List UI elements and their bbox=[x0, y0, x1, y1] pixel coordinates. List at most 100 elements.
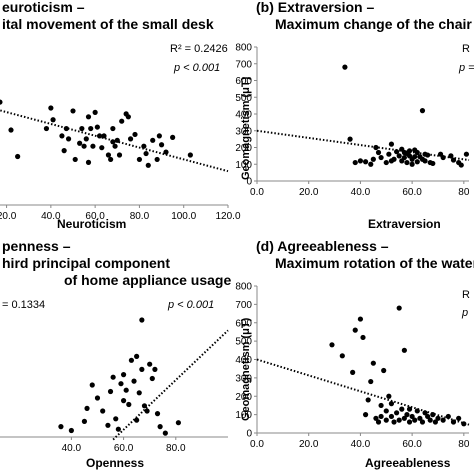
data-point bbox=[404, 412, 410, 418]
data-point bbox=[112, 143, 118, 149]
data-point bbox=[81, 143, 87, 149]
data-point bbox=[145, 162, 151, 168]
y-tick-label: 300 bbox=[235, 373, 252, 384]
y-tick-label: 800 bbox=[235, 282, 252, 293]
data-point bbox=[388, 141, 395, 147]
data-point bbox=[85, 114, 92, 120]
data-point bbox=[401, 347, 407, 353]
data-point bbox=[136, 156, 143, 163]
data-point bbox=[401, 154, 407, 161]
chart-title-line2: Maximum change of the chair bbox=[275, 16, 472, 32]
data-point bbox=[70, 108, 76, 114]
x-tick-label: 60.0 bbox=[85, 211, 105, 222]
data-point bbox=[119, 118, 125, 124]
data-point bbox=[58, 424, 64, 430]
data-point bbox=[131, 378, 137, 384]
plot-area-a: 20.0 40.0 60.0 80.0 100.0 120.0 bbox=[0, 99, 241, 222]
data-point bbox=[414, 408, 420, 414]
data-point bbox=[399, 406, 405, 412]
y-tick-label: 800 bbox=[235, 43, 252, 54]
data-point bbox=[394, 149, 400, 155]
y-tick-label: 100 bbox=[235, 160, 252, 171]
data-point bbox=[391, 156, 397, 162]
data-point bbox=[139, 317, 145, 323]
data-point bbox=[391, 419, 397, 425]
data-point bbox=[357, 316, 364, 322]
plot-area-d: 0.0 20.0 40.0 60.0 8001002003004005006007008… bbox=[235, 282, 470, 451]
x-tick-label: 60.0 bbox=[402, 187, 422, 198]
data-point bbox=[450, 419, 457, 425]
y-tick-label: 700 bbox=[235, 59, 252, 70]
data-point bbox=[132, 131, 138, 138]
chart-panel-c: penness – hird principal component of ho… bbox=[0, 237, 237, 474]
data-point bbox=[394, 410, 400, 416]
trend-line bbox=[112, 329, 229, 441]
data-point bbox=[72, 156, 78, 163]
data-point bbox=[134, 417, 140, 423]
data-point bbox=[360, 334, 366, 341]
data-point bbox=[329, 342, 335, 348]
data-point bbox=[430, 160, 436, 167]
p-value-label: p bbox=[462, 307, 469, 319]
data-point bbox=[414, 149, 420, 156]
x-tick-label: 100.0 bbox=[171, 211, 196, 222]
data-point bbox=[141, 403, 148, 409]
data-point bbox=[128, 357, 135, 363]
data-point bbox=[375, 149, 382, 156]
data-point bbox=[120, 398, 127, 404]
x-tick-label: 0.0 bbox=[250, 187, 264, 198]
data-point bbox=[430, 412, 436, 418]
data-point bbox=[404, 159, 410, 166]
y-tick-label: 700 bbox=[235, 300, 252, 311]
chart-title-line2: Maximum rotation of the water bbox=[275, 255, 474, 271]
data-point bbox=[105, 422, 111, 428]
x-axis-label: Neuroticism bbox=[57, 217, 127, 231]
y-tick-label: 100 bbox=[235, 410, 252, 421]
data-point bbox=[83, 136, 89, 142]
data-point bbox=[432, 419, 438, 425]
data-point bbox=[406, 419, 413, 425]
x-tick-label: 40.0 bbox=[62, 443, 82, 454]
data-point bbox=[134, 353, 140, 359]
data-point bbox=[89, 382, 95, 388]
data-point bbox=[412, 154, 418, 160]
trend-line bbox=[256, 129, 470, 162]
data-point bbox=[84, 405, 90, 411]
trend-line bbox=[256, 358, 470, 426]
data-point bbox=[152, 366, 158, 372]
data-point bbox=[101, 133, 107, 139]
y-tick-label: 0 bbox=[246, 429, 252, 440]
data-point bbox=[373, 415, 379, 421]
data-point bbox=[150, 137, 156, 143]
p-value-label: p < 0.001 bbox=[168, 299, 215, 311]
r-squared-label: R bbox=[462, 289, 470, 301]
data-point bbox=[170, 134, 176, 140]
data-point bbox=[127, 136, 134, 142]
data-point bbox=[440, 154, 446, 161]
y-tick-label: 200 bbox=[235, 143, 252, 154]
chart-title-line1: euroticism – bbox=[2, 0, 85, 15]
data-point bbox=[154, 156, 160, 163]
x-axis-label: Extraversion bbox=[368, 217, 441, 231]
chart-title-line2: hird principal component bbox=[2, 255, 171, 271]
x-tick-label: 20.0 bbox=[299, 439, 319, 450]
data-point bbox=[157, 424, 163, 430]
data-point bbox=[94, 395, 101, 401]
data-point bbox=[378, 402, 384, 409]
x-tick-label: 40.0 bbox=[351, 187, 371, 198]
y-tick-label: 400 bbox=[235, 355, 252, 366]
data-point bbox=[15, 153, 21, 160]
data-point bbox=[373, 144, 379, 151]
data-point bbox=[48, 105, 54, 111]
data-point bbox=[100, 408, 106, 414]
data-point bbox=[440, 417, 446, 423]
data-point bbox=[120, 372, 127, 378]
data-point bbox=[123, 387, 129, 393]
data-point bbox=[139, 366, 145, 372]
data-point bbox=[110, 125, 116, 132]
p-value-label: p = bbox=[459, 62, 474, 74]
data-point bbox=[419, 419, 426, 425]
data-point bbox=[141, 143, 147, 149]
data-point bbox=[79, 125, 85, 132]
data-point bbox=[365, 397, 371, 403]
